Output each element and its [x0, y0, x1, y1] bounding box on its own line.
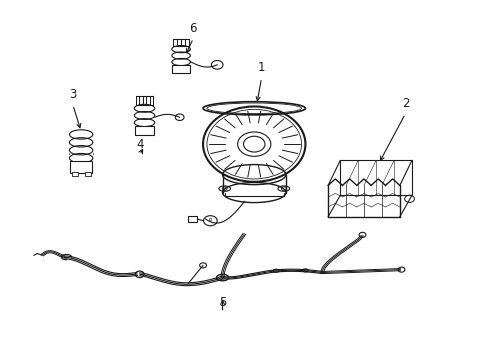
- FancyBboxPatch shape: [135, 126, 154, 135]
- Text: 4: 4: [136, 138, 143, 151]
- FancyBboxPatch shape: [72, 172, 78, 176]
- FancyBboxPatch shape: [70, 161, 92, 173]
- Text: 2: 2: [401, 97, 408, 110]
- FancyBboxPatch shape: [187, 216, 196, 222]
- Text: P: P: [208, 218, 212, 223]
- Text: 5: 5: [219, 296, 226, 309]
- Text: 3: 3: [69, 88, 77, 101]
- FancyBboxPatch shape: [85, 172, 91, 176]
- Text: 1: 1: [257, 61, 265, 74]
- FancyBboxPatch shape: [172, 65, 189, 73]
- Text: 6: 6: [189, 22, 197, 35]
